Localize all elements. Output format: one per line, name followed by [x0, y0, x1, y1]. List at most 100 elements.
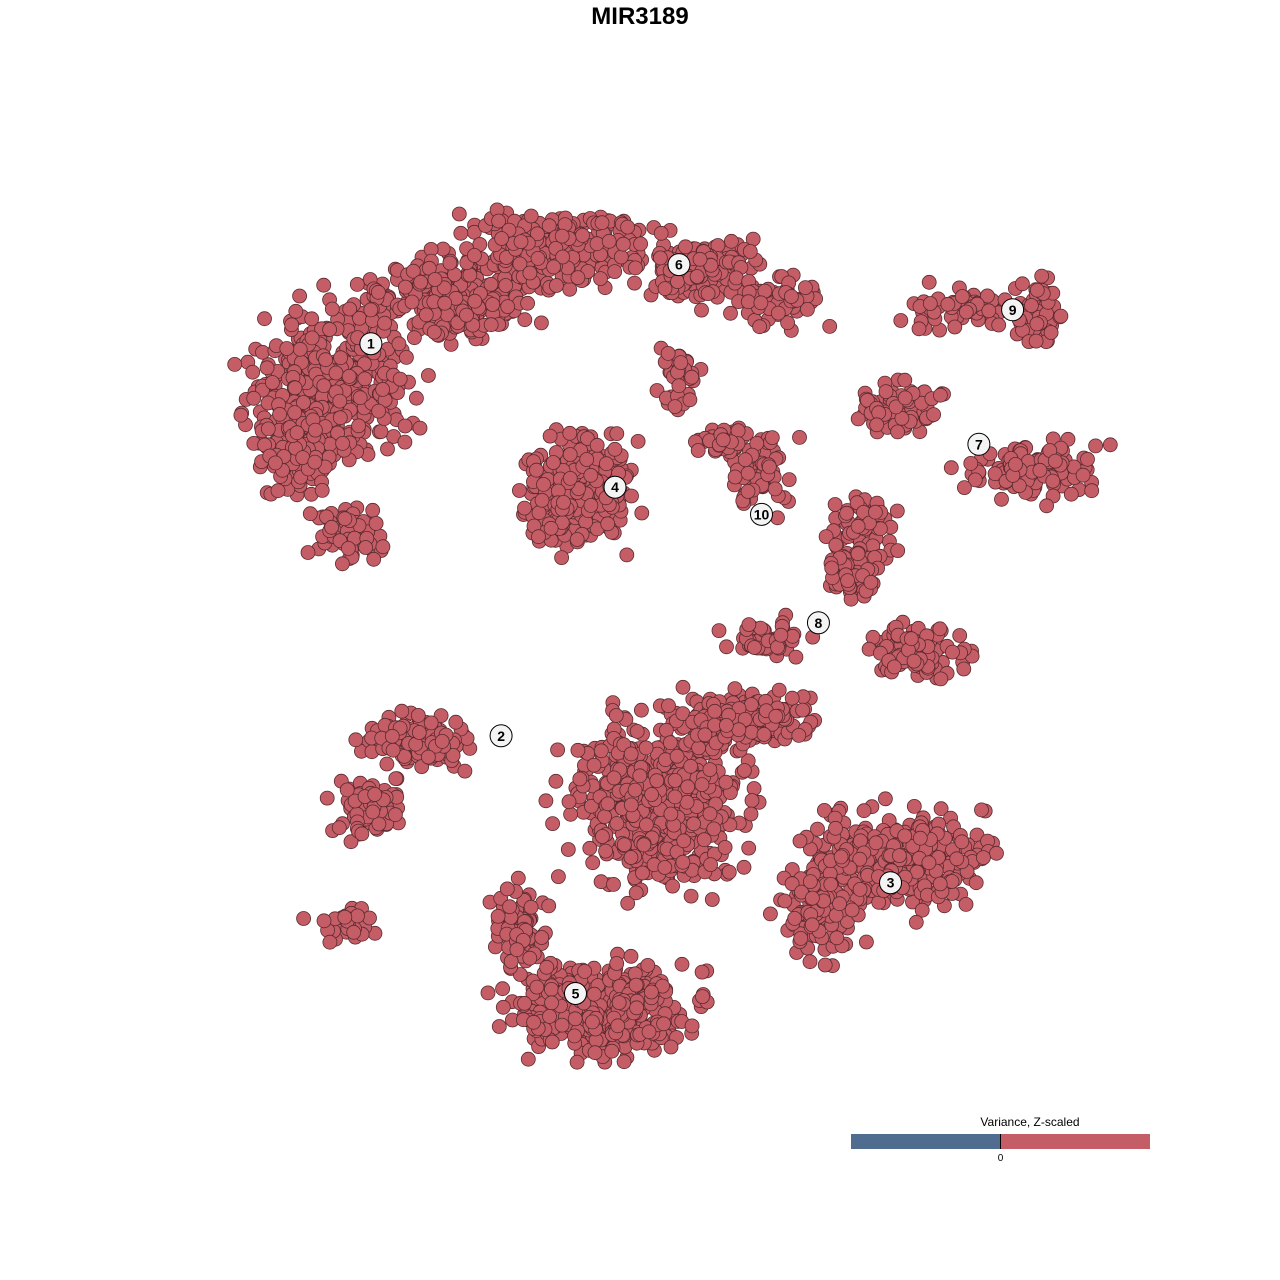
data-point [575, 227, 590, 243]
data-point [606, 770, 622, 786]
data-point [517, 312, 533, 328]
data-point [562, 425, 578, 441]
data-point [227, 356, 243, 372]
data-point [307, 454, 323, 470]
data-point [680, 779, 696, 795]
data-point [375, 539, 391, 555]
data-point [324, 301, 340, 317]
data-point [863, 574, 879, 590]
data-point [684, 1018, 700, 1034]
data-point [451, 206, 467, 222]
data-point [682, 392, 698, 408]
data-point [570, 270, 586, 286]
data-point [498, 278, 514, 293]
data-point [609, 956, 625, 971]
data-point [963, 455, 979, 471]
data-point [718, 774, 734, 790]
data-point [352, 390, 368, 406]
data-point [1047, 453, 1063, 469]
data-point [404, 294, 420, 310]
cluster-label: 5 [572, 985, 580, 1001]
data-point [670, 274, 685, 290]
data-point [871, 405, 887, 421]
data-point [523, 899, 539, 915]
data-point [784, 690, 800, 706]
data-point [911, 321, 927, 337]
data-point [480, 985, 496, 1001]
data-point [793, 931, 809, 946]
data-point [377, 315, 393, 331]
data-point [300, 545, 316, 560]
data-point [706, 821, 722, 837]
data-point [921, 274, 937, 290]
data-point [788, 649, 804, 665]
data-point [667, 399, 683, 415]
data-point [818, 529, 834, 544]
data-point [499, 881, 515, 897]
data-point [731, 722, 747, 738]
data-point [387, 807, 403, 823]
data-point [620, 219, 635, 235]
data-point [502, 899, 518, 915]
data-point [1039, 498, 1054, 514]
data-point [561, 794, 577, 810]
data-point [272, 406, 288, 422]
data-point [615, 236, 631, 252]
data-point [956, 661, 972, 677]
data-point [332, 410, 348, 426]
data-point [696, 832, 712, 848]
data-point [703, 857, 718, 872]
data-point [593, 743, 609, 759]
data-point [349, 276, 365, 292]
data-point [342, 301, 358, 317]
data-point [586, 757, 602, 773]
data-point [954, 834, 970, 850]
data-point [1088, 438, 1103, 454]
data-point [741, 840, 757, 856]
data-point [991, 317, 1007, 333]
data-point [491, 1019, 507, 1034]
data-point [878, 384, 894, 400]
data-point [792, 429, 807, 445]
data-point [912, 830, 928, 846]
data-point [629, 724, 645, 739]
data-point [522, 950, 538, 966]
data-point [397, 434, 413, 450]
data-point [784, 289, 799, 304]
data-point [781, 472, 797, 488]
data-point [1024, 298, 1039, 313]
data-point [829, 930, 845, 946]
data-point [408, 390, 424, 406]
data-point [856, 803, 872, 819]
data-point [397, 418, 413, 434]
data-point [384, 728, 400, 744]
data-point [833, 849, 849, 865]
data-point [752, 319, 767, 335]
data-point [569, 1054, 585, 1070]
data-point [663, 1039, 679, 1055]
data-point [636, 837, 652, 853]
data-point [270, 483, 286, 499]
data-point [627, 782, 643, 798]
data-point [333, 350, 349, 366]
data-point [692, 251, 708, 267]
data-point [702, 806, 718, 822]
data-point [787, 911, 803, 926]
data-point [483, 317, 499, 333]
data-point [694, 777, 710, 792]
data-point [1080, 451, 1095, 467]
data-point [644, 984, 659, 1000]
data-point [343, 834, 359, 850]
data-point [667, 789, 683, 805]
data-point [337, 511, 353, 527]
data-point [667, 773, 683, 788]
data-point [974, 802, 989, 818]
data-point [663, 806, 679, 822]
data-point [1102, 437, 1118, 453]
data-point [890, 424, 905, 440]
data-point [987, 466, 1003, 482]
colorbar-tick [1000, 1134, 1001, 1149]
data-point [627, 275, 642, 291]
data-point [318, 352, 334, 368]
data-point [589, 236, 605, 252]
